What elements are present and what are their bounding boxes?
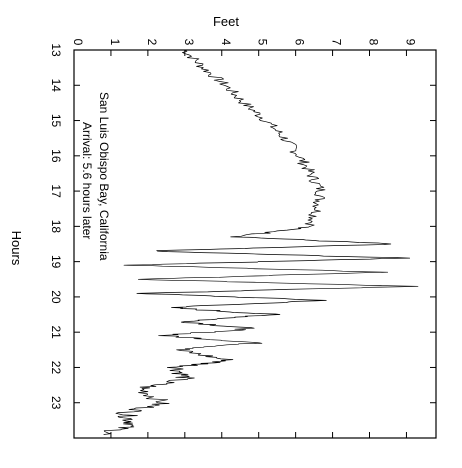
y-tick-label: 9 bbox=[403, 39, 417, 46]
y-tick-label: 6 bbox=[293, 39, 307, 46]
y-axis-title: Feet bbox=[213, 14, 239, 29]
x-tick-label: 20 bbox=[49, 290, 63, 304]
x-tick-label: 23 bbox=[49, 396, 63, 410]
annotation-arrival: Arrival: 5.6 hours later bbox=[80, 122, 94, 239]
x-axis-ticks: 13 14 15 16 17 18 19 20 21 22 23 bbox=[49, 43, 436, 410]
y-tick-label: 4 bbox=[219, 39, 233, 46]
tide-series-line bbox=[103, 49, 419, 435]
y-tick-label: 5 bbox=[256, 39, 270, 46]
annotation-location: San Luis Obispo Bay, California bbox=[97, 92, 111, 261]
x-tick-label: 13 bbox=[49, 43, 63, 57]
x-tick-label: 18 bbox=[49, 220, 63, 234]
x-tick-label: 15 bbox=[49, 114, 63, 128]
x-tick-label: 17 bbox=[49, 184, 63, 198]
x-tick-label: 16 bbox=[49, 149, 63, 163]
y-tick-label: 3 bbox=[182, 39, 196, 46]
x-tick-label: 19 bbox=[49, 255, 63, 269]
y-tick-label: 0 bbox=[71, 39, 85, 46]
plot-frame bbox=[73, 49, 437, 439]
y-tick-label: 7 bbox=[330, 39, 344, 46]
series-layer bbox=[103, 49, 419, 435]
x-tick-label: 14 bbox=[49, 79, 63, 93]
x-tick-label: 22 bbox=[49, 361, 63, 375]
x-tick-label: 21 bbox=[49, 326, 63, 340]
x-axis-title: Hours bbox=[9, 231, 24, 266]
y-tick-label: 1 bbox=[108, 39, 122, 46]
y-tick-label: 8 bbox=[367, 39, 381, 46]
y-axis-ticks: 0 1 2 3 4 5 6 7 8 9 bbox=[71, 39, 417, 438]
y-tick-label: 2 bbox=[145, 39, 159, 46]
